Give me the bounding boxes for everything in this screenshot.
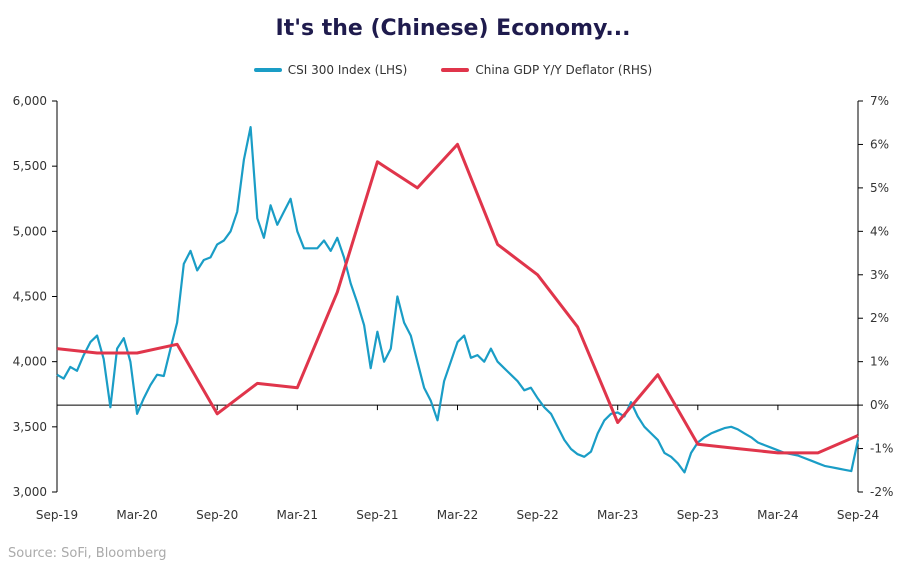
y-left-tick-label: 5,000 (13, 224, 47, 238)
y-right-tick-label: 5% (870, 181, 889, 195)
y-right-tick-label: -1% (870, 442, 893, 456)
y-left-tick-label: 4,500 (13, 290, 47, 304)
chart-title: It's the (Chinese) Economy... (275, 16, 631, 41)
y-right-tick-label: 2% (870, 311, 889, 325)
legend-item-csi300: CSI 300 Index (LHS) (253, 63, 408, 77)
y-right-tick-label: 4% (870, 224, 889, 238)
legend-label-gdp-deflator: China GDP Y/Y Deflator (RHS) (475, 63, 653, 77)
legend-label-csi300: CSI 300 Index (LHS) (287, 63, 408, 77)
x-tick-label: Sep-22 (516, 508, 558, 522)
y-left-tick-label: 3,000 (13, 485, 47, 499)
y-right-tick-label: 0% (870, 398, 889, 412)
y-right-tick-label: 1% (870, 355, 889, 369)
legend-item-gdp-deflator: China GDP Y/Y Deflator (RHS) (441, 63, 652, 77)
y-right-tick-label: 6% (870, 137, 889, 151)
legend-swatch-gdp-deflator (441, 68, 470, 72)
x-tick-label: Sep-19 (36, 508, 78, 522)
x-tick-label: Mar-20 (116, 508, 157, 522)
source-note: Source: SoFi, Bloomberg (8, 546, 167, 561)
series-line-gdp-deflator (56, 142, 859, 455)
chart-legend: CSI 300 Index (LHS) China GDP Y/Y Deflat… (0, 63, 906, 77)
x-tick-label: Sep-23 (677, 508, 719, 522)
x-tick-label: Mar-23 (597, 508, 638, 522)
legend-swatch-csi300 (253, 68, 282, 72)
y-left-tick-label: 4,000 (13, 355, 47, 369)
series-line-csi300 (56, 126, 860, 474)
y-right-tick-label: 3% (870, 268, 889, 282)
x-tick-label: Sep-21 (356, 508, 398, 522)
y-left-tick-label: 6,000 (13, 94, 47, 108)
y-left-tick-label: 3,500 (13, 420, 47, 434)
x-tick-label: Mar-21 (277, 508, 318, 522)
y-right-tick-label: 7% (870, 94, 889, 108)
x-tick-label: Sep-24 (837, 508, 879, 522)
y-right-tick-label: -2% (870, 485, 893, 499)
x-tick-label: Mar-22 (437, 508, 478, 522)
x-tick-label: Mar-24 (757, 508, 798, 522)
x-tick-label: Sep-20 (196, 508, 238, 522)
y-left-tick-label: 5,500 (13, 159, 47, 173)
